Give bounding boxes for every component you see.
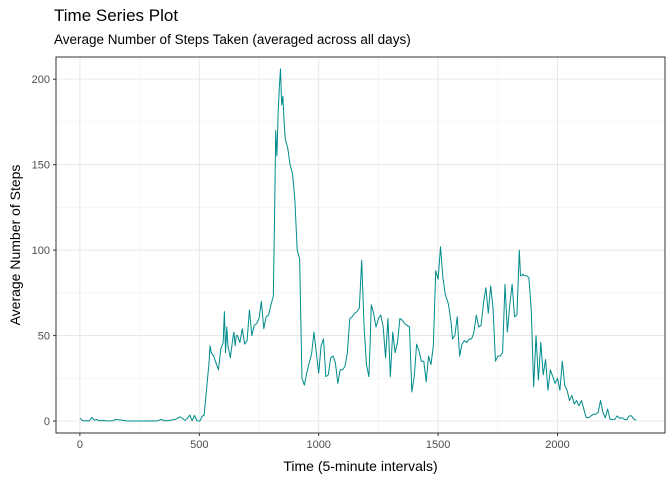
y-tick-label: 150 — [32, 160, 50, 172]
x-tick-label: 0 — [77, 439, 83, 451]
y-axis-title: Average Number of Steps — [7, 165, 23, 326]
x-tick-label: 1500 — [426, 439, 450, 451]
chart-title: Time Series Plot — [54, 6, 179, 25]
axis-ticks: 0 500 1000 1500 2000 0 50 100 150 200 — [32, 74, 570, 451]
panel-border — [55, 56, 666, 434]
series-layer — [79, 68, 637, 422]
y-tick-label: 50 — [38, 331, 50, 343]
y-tick-label: 100 — [32, 245, 50, 257]
series-line — [79, 68, 637, 422]
x-tick-label: 1000 — [306, 439, 330, 451]
chart-subtitle: Average Number of Steps Taken (averaged … — [54, 32, 411, 47]
y-tick-label: 0 — [44, 416, 50, 428]
x-tick-label: 2000 — [545, 439, 569, 451]
y-tick-label: 200 — [32, 74, 50, 86]
x-tick-label: 500 — [190, 439, 208, 451]
grid — [56, 57, 665, 433]
x-axis-title: Time (5-minute intervals) — [283, 458, 437, 474]
